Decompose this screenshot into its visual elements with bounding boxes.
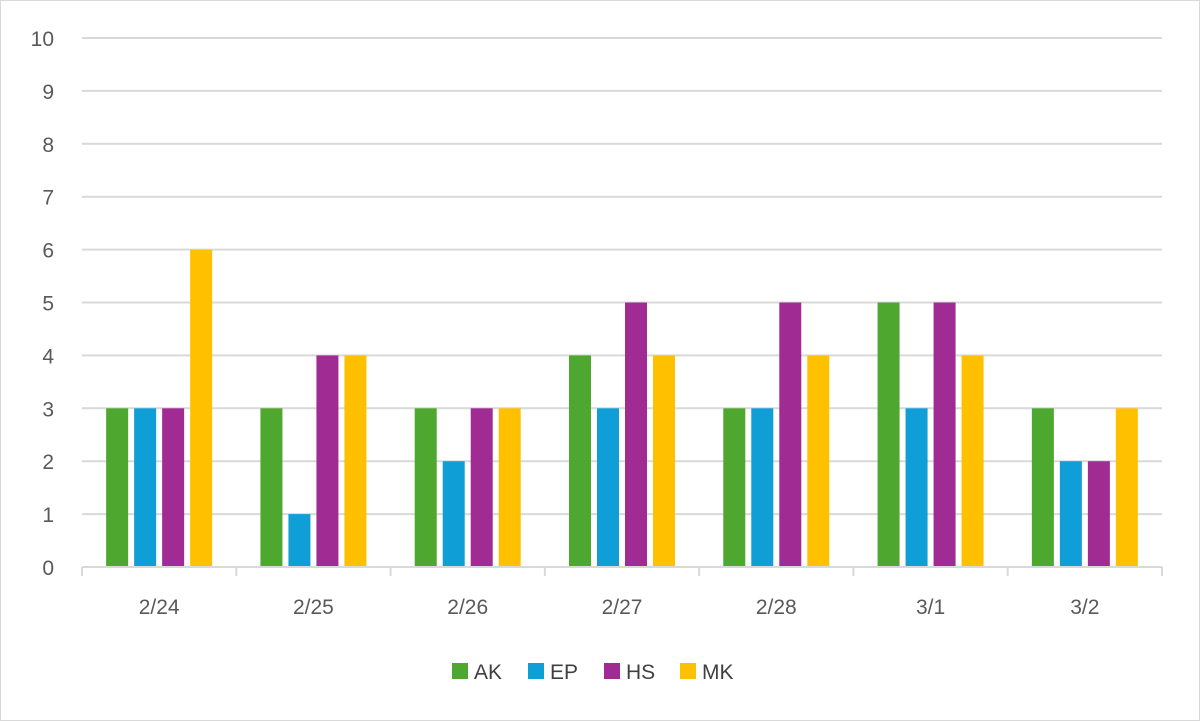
legend-item-ak: AK bbox=[452, 661, 502, 684]
gridlines bbox=[82, 37, 1162, 516]
legend: AK EP HS MK bbox=[452, 661, 734, 684]
bars bbox=[106, 249, 1138, 567]
bar-ep-2-25 bbox=[288, 514, 311, 567]
bar-ep-3-1 bbox=[905, 408, 928, 567]
y-tick-label: 0 bbox=[42, 557, 54, 580]
legend-label: HS bbox=[626, 661, 655, 684]
bar-mk-2-26 bbox=[498, 408, 521, 567]
x-tick-label: 3/1 bbox=[916, 596, 945, 619]
bar-hs-2-27 bbox=[625, 302, 647, 567]
bar-ak-3-1 bbox=[877, 302, 900, 567]
bar-hs-2-26 bbox=[470, 408, 493, 567]
bar-ak-2-24 bbox=[106, 408, 129, 567]
x-axis-tick-labels: 2/24 2/25 2/26 2/27 2/28 3/1 3/2 bbox=[139, 596, 1100, 619]
legend-label: MK bbox=[702, 661, 734, 684]
y-tick-label: 10 bbox=[31, 28, 54, 51]
y-tick-label: 9 bbox=[42, 81, 54, 104]
y-tick-label: 4 bbox=[42, 345, 54, 368]
y-axis-tick-labels: 0 1 2 3 4 5 6 7 8 9 10 bbox=[31, 28, 55, 580]
legend-label: EP bbox=[550, 661, 578, 684]
bar-mk-3-2 bbox=[1115, 408, 1138, 567]
bar-ak-3-2 bbox=[1031, 408, 1054, 567]
y-tick-label: 8 bbox=[42, 134, 54, 157]
legend-swatch bbox=[528, 663, 544, 679]
bar-ak-2-28 bbox=[723, 408, 746, 567]
bar-ak-2-27 bbox=[569, 355, 591, 567]
bar-mk-2-28 bbox=[807, 355, 830, 567]
bar-hs-2-24 bbox=[162, 408, 185, 567]
bar-hs-3-1 bbox=[933, 302, 956, 567]
x-tick-label: 2/27 bbox=[602, 596, 643, 619]
bar-ep-2-28 bbox=[751, 408, 774, 567]
y-tick-label: 3 bbox=[42, 398, 54, 421]
legend-item-ep: EP bbox=[528, 661, 578, 684]
legend-item-mk: MK bbox=[680, 661, 734, 684]
y-tick-label: 5 bbox=[42, 293, 54, 316]
bar-mk-2-24 bbox=[190, 249, 213, 567]
legend-label: AK bbox=[474, 661, 502, 684]
bar-hs-2-25 bbox=[316, 355, 339, 567]
bar-mk-3-1 bbox=[961, 355, 984, 567]
y-tick-label: 2 bbox=[42, 451, 54, 474]
legend-swatch bbox=[604, 663, 620, 679]
bar-mk-2-25 bbox=[344, 355, 367, 567]
x-tick-label: 2/28 bbox=[756, 596, 797, 619]
x-tick-label: 2/26 bbox=[447, 596, 488, 619]
x-tick-label: 2/25 bbox=[293, 596, 334, 619]
bar-ep-2-27 bbox=[597, 408, 619, 567]
bar-ak-2-26 bbox=[414, 408, 437, 567]
y-tick-label: 1 bbox=[42, 504, 54, 527]
bar-hs-3-2 bbox=[1087, 461, 1110, 567]
bar-ep-2-24 bbox=[134, 408, 157, 567]
bar-ep-3-2 bbox=[1059, 461, 1082, 567]
x-tick-label: 3/2 bbox=[1070, 596, 1099, 619]
legend-swatch bbox=[452, 663, 468, 679]
bar-ep-2-26 bbox=[442, 461, 465, 567]
y-tick-label: 6 bbox=[42, 240, 54, 263]
x-axis bbox=[81, 566, 1163, 576]
bar-mk-2-27 bbox=[653, 355, 675, 567]
bar-hs-2-28 bbox=[779, 302, 802, 567]
bar-ak-2-25 bbox=[260, 408, 283, 567]
y-tick-label: 7 bbox=[42, 187, 54, 210]
x-tick-label: 2/24 bbox=[139, 596, 180, 619]
legend-swatch bbox=[680, 663, 696, 679]
legend-item-hs: HS bbox=[604, 661, 655, 684]
